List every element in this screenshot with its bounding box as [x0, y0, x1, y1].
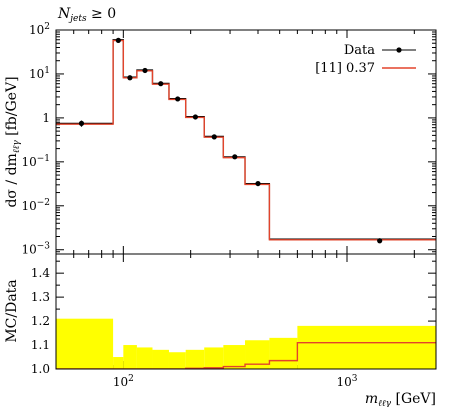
ratio-y-tick-label: 1.4 [31, 266, 50, 280]
y-tick-label: 10−1 [21, 154, 50, 169]
uncertainty-band [56, 318, 114, 369]
main-axis-ticks: 102 101 1 10−1 10−2 10−3 [21, 22, 436, 257]
data-point [142, 67, 148, 74]
data-point [255, 180, 261, 187]
legend-marker-data [396, 47, 402, 53]
data-point [127, 75, 133, 81]
main-plot-series [56, 37, 436, 244]
ratio-y-tick-label: 1.1 [31, 338, 50, 352]
uncertainty-band [204, 347, 224, 369]
legend-label-data: Data [344, 43, 375, 58]
mc-histogram-line [56, 39, 436, 241]
uncertainty-band [223, 345, 246, 369]
ratio-y-tick-label: 1.0 [31, 362, 50, 376]
data-point [192, 114, 198, 120]
uncertainty-band [168, 352, 186, 369]
chart-title: Njets ≥ 0 [57, 6, 116, 24]
legend: Data [11] 0.37 [315, 43, 416, 76]
data-point [232, 154, 238, 160]
uncertainty-band [185, 349, 205, 369]
uncertainty-band [113, 357, 124, 369]
uncertainty-band [297, 325, 436, 369]
y-tick-label: 10−2 [21, 198, 50, 213]
y-axis-label: dσ / dmℓℓγ [fb/GeV] [4, 76, 22, 207]
ratio-plot-frame [55, 253, 437, 370]
data-point [78, 120, 85, 126]
x-tick-label: 103 [336, 374, 357, 389]
data-point [377, 238, 383, 244]
y-tick-label: 1 [42, 111, 50, 125]
data-point [175, 96, 181, 102]
y-tick-label: 10−3 [21, 242, 50, 257]
ratio-y-tick-label: 1.2 [31, 314, 50, 328]
uncertainty-band [152, 349, 169, 369]
ratio-y-axis-label: MC/Data [4, 279, 20, 342]
y-tick-label: 101 [29, 66, 50, 81]
x-tick-label: 102 [113, 374, 134, 389]
data-point [158, 81, 164, 87]
ratio-plot-series [56, 318, 436, 369]
data-point [211, 134, 217, 140]
x-axis-label: mℓℓγ [GeV] [365, 391, 436, 407]
ratio-line [56, 341, 436, 369]
uncertainty-band [269, 337, 298, 369]
y-tick-label: 102 [29, 22, 50, 37]
uncertainty-band [136, 347, 153, 369]
ratio-y-tick-label: 1.3 [31, 290, 50, 304]
legend-label-mc: [11] 0.37 [315, 61, 375, 76]
uncertainty-band [123, 345, 137, 369]
data-point [115, 37, 121, 43]
